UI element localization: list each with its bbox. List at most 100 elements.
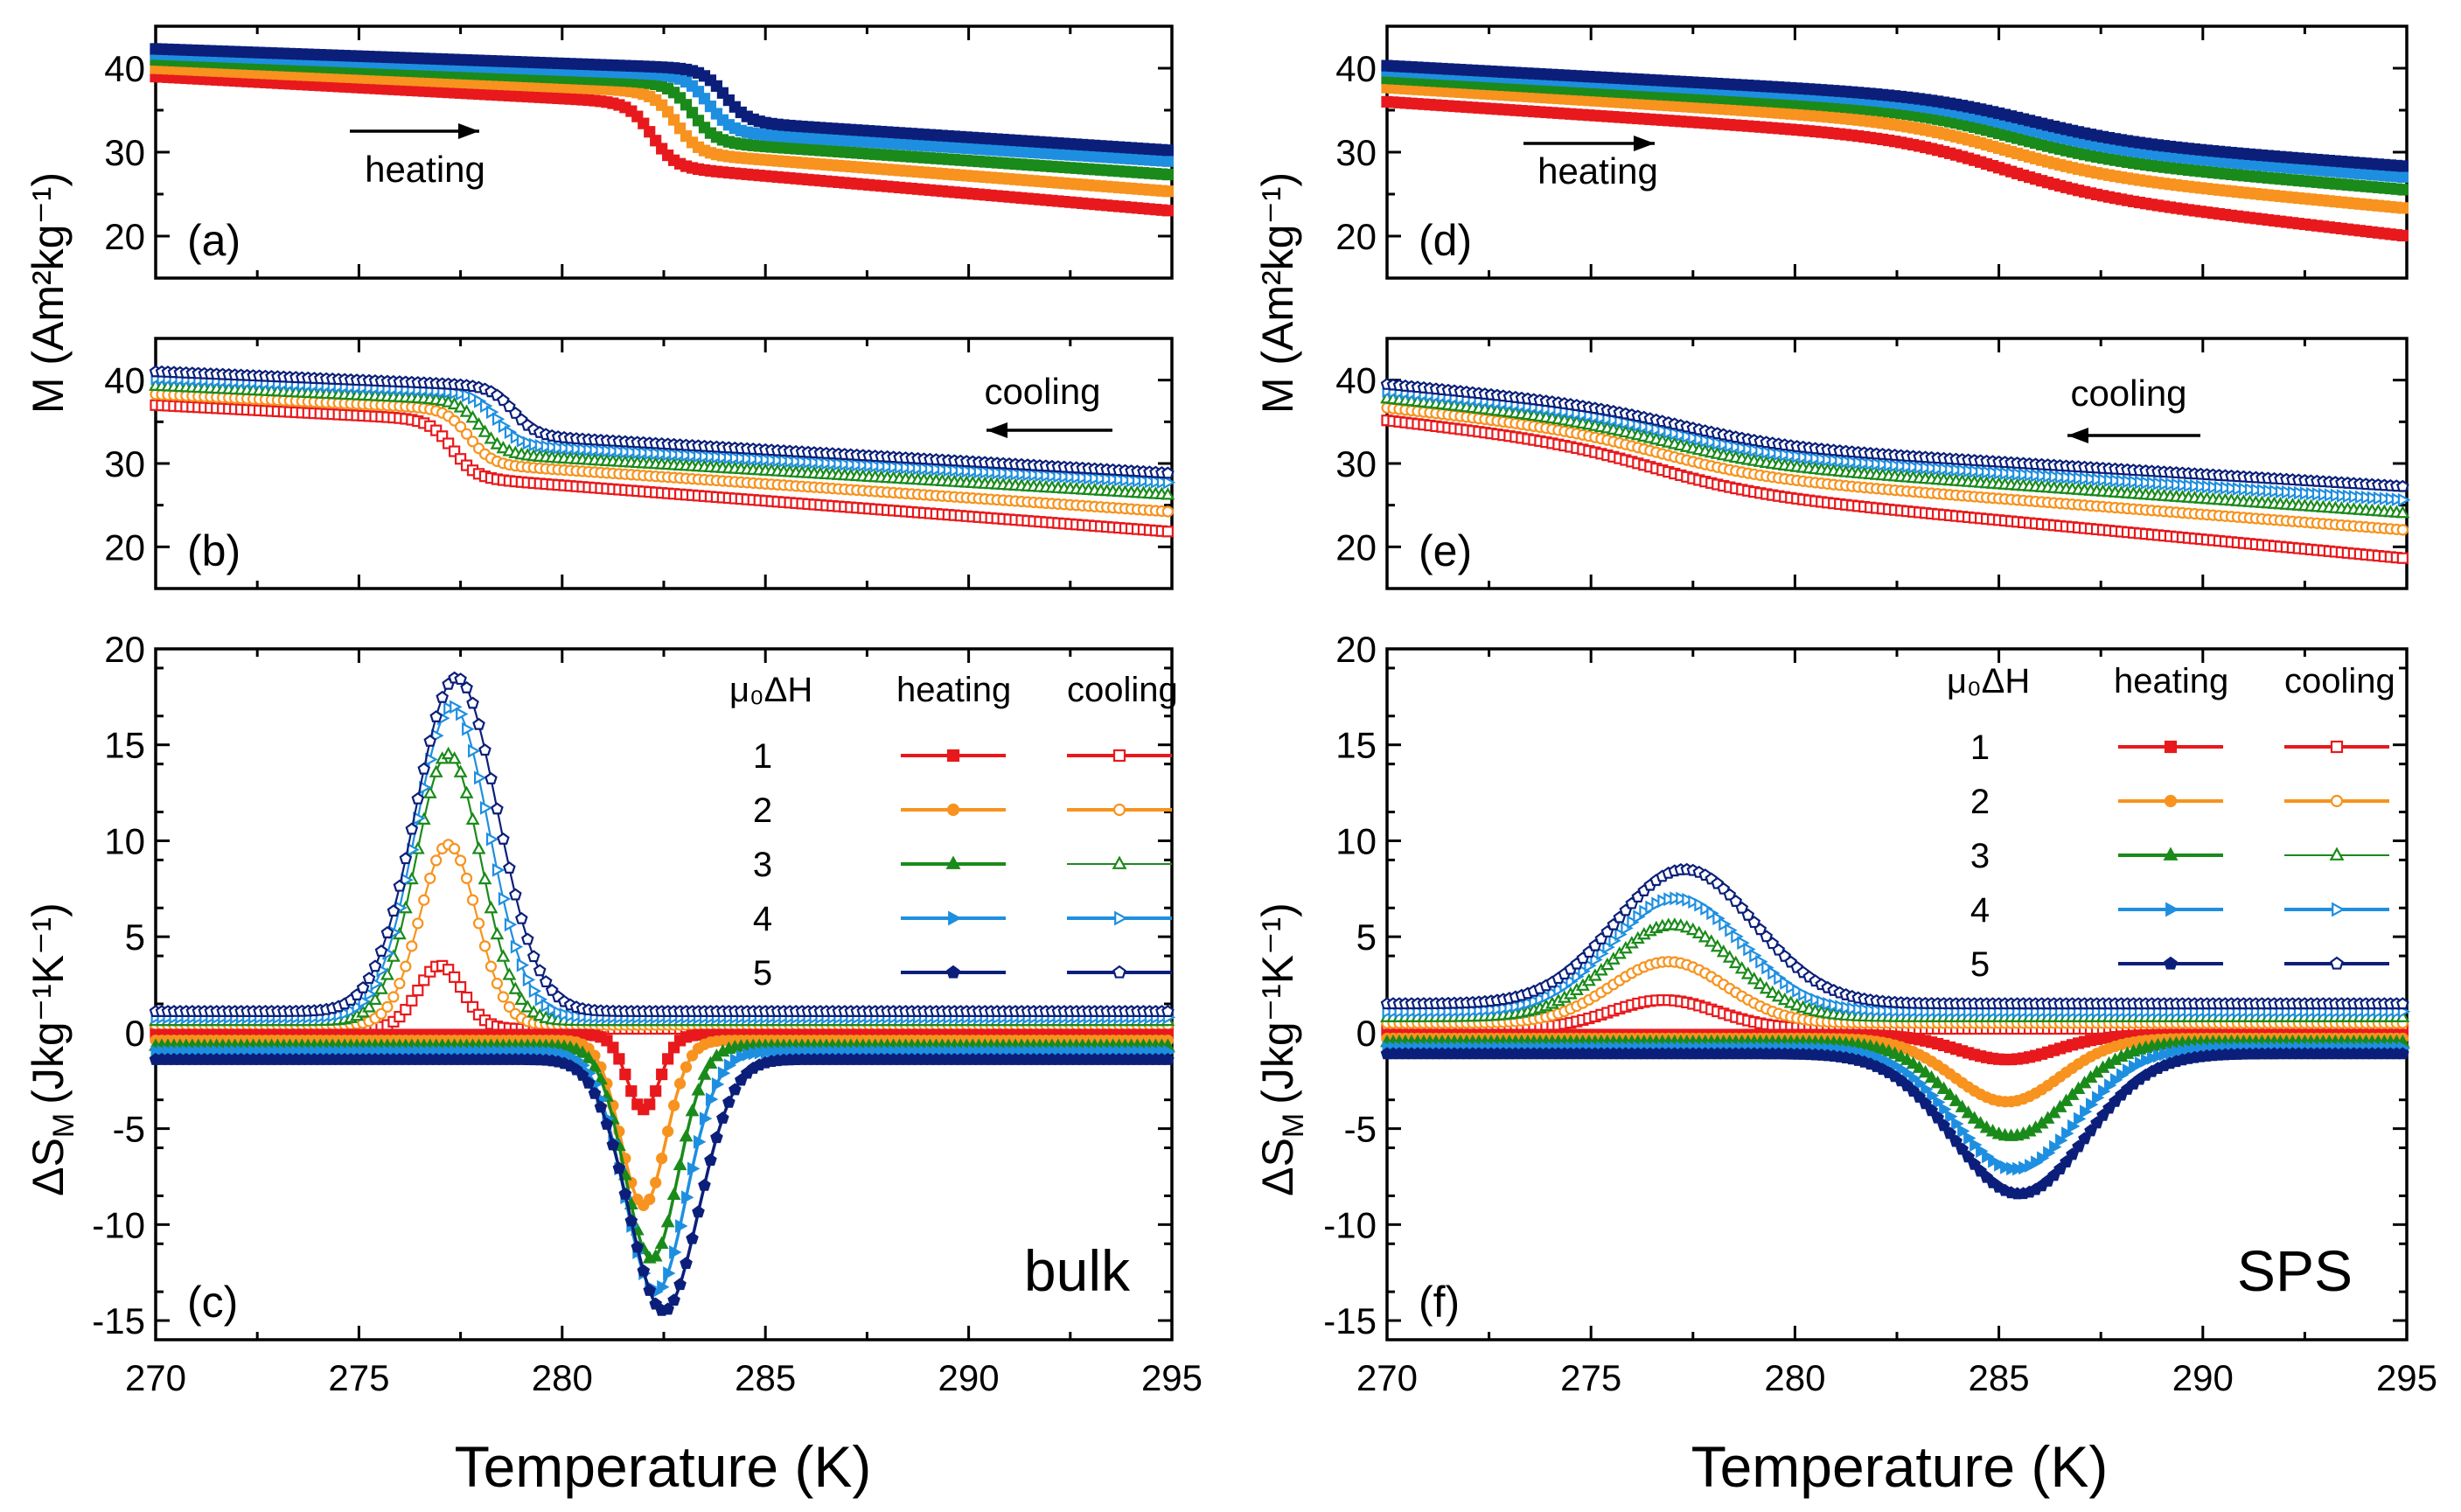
data-point [2396,229,2409,242]
data-point [588,1086,602,1099]
data-point [2396,184,2409,196]
data-point [399,852,413,865]
data-point [704,1153,717,1166]
data-point [1161,155,1174,167]
data-point [681,1190,694,1205]
data-point [669,1245,682,1259]
series-4-cooling [150,700,1176,1025]
data-point [449,842,461,855]
data-point [631,110,644,122]
data-point [429,764,443,777]
data-point [387,904,401,917]
data-point [631,1240,645,1253]
data-point [456,707,469,721]
data-point [1161,1052,1175,1065]
data-point [515,911,528,924]
data-point [471,417,486,430]
series-line [156,843,1172,1027]
data-point [498,891,512,906]
sample-label-bulk: bulk [1024,1238,1131,1303]
data-point [465,812,480,825]
data-point [374,944,388,957]
data-point [449,445,461,457]
data-point [2396,160,2409,172]
data-point [710,1131,723,1144]
data-point [692,86,705,98]
data-point [502,967,517,980]
data-point [492,862,505,877]
data-point [417,762,431,775]
data-point [406,994,418,1007]
x-tick-label: 275 [328,1357,389,1398]
data-point [698,93,711,105]
data-point [465,410,480,423]
panel-label-c: (c) [187,1278,238,1327]
data-point [2396,171,2409,183]
y-tick-label: 0 [125,1013,145,1054]
data-point [2396,524,2409,536]
data-point [656,1153,668,1165]
data-point [447,396,462,410]
data-point [479,800,493,815]
data-point [1161,168,1174,181]
data-point [663,1266,676,1280]
data-point [600,1117,614,1130]
data-point [490,436,505,449]
data-point [466,894,479,906]
data-point [1161,526,1174,538]
data-point [668,114,680,126]
data-point [478,940,492,952]
data-point [644,126,656,138]
data-point [624,1214,638,1227]
data-point [687,1161,701,1176]
series-2 [150,388,1174,518]
data-point [394,978,406,990]
data-point [656,1068,668,1081]
y-tick-label: 30 [104,132,145,173]
series-5-cooling [149,671,1175,1017]
data-point [685,1103,700,1117]
data-point [619,1068,631,1081]
data-point [667,1293,680,1306]
y-tick-label: 40 [1335,48,1377,89]
y-tick-label: -15 [92,1300,145,1341]
data-point [497,991,510,1003]
data-point [594,1100,608,1113]
data-point [582,1076,596,1089]
data-point [691,1083,706,1096]
data-point [449,971,461,983]
data-point [644,1193,656,1206]
y-tick-label: 40 [104,48,145,89]
y-tick-label: 20 [104,526,145,568]
data-point [613,1053,625,1065]
series-1 [150,399,1174,538]
x-tick-label: 290 [938,1357,1000,1398]
cooling-b-arrowhead [986,422,1007,438]
data-point [478,871,492,885]
data-point [430,854,443,867]
data-point [466,435,479,448]
data-point [656,143,668,155]
data-point [686,107,699,119]
data-point [460,872,473,884]
data-point [673,1278,687,1291]
y-tick-label: 30 [104,443,145,484]
series-5-heating [149,1052,1175,1316]
data-point [460,428,473,440]
data-point [680,1257,693,1270]
y-tick-label: 20 [104,216,145,257]
data-point [638,117,650,129]
data-point [508,981,523,994]
series-line [156,753,1172,1022]
data-point [662,1125,674,1138]
cooling-b-label: cooling [984,371,1100,412]
data-point [612,1161,626,1174]
data-point [381,1000,394,1013]
data-point [380,926,394,938]
data-point [673,1077,687,1090]
data-point [662,1053,674,1065]
